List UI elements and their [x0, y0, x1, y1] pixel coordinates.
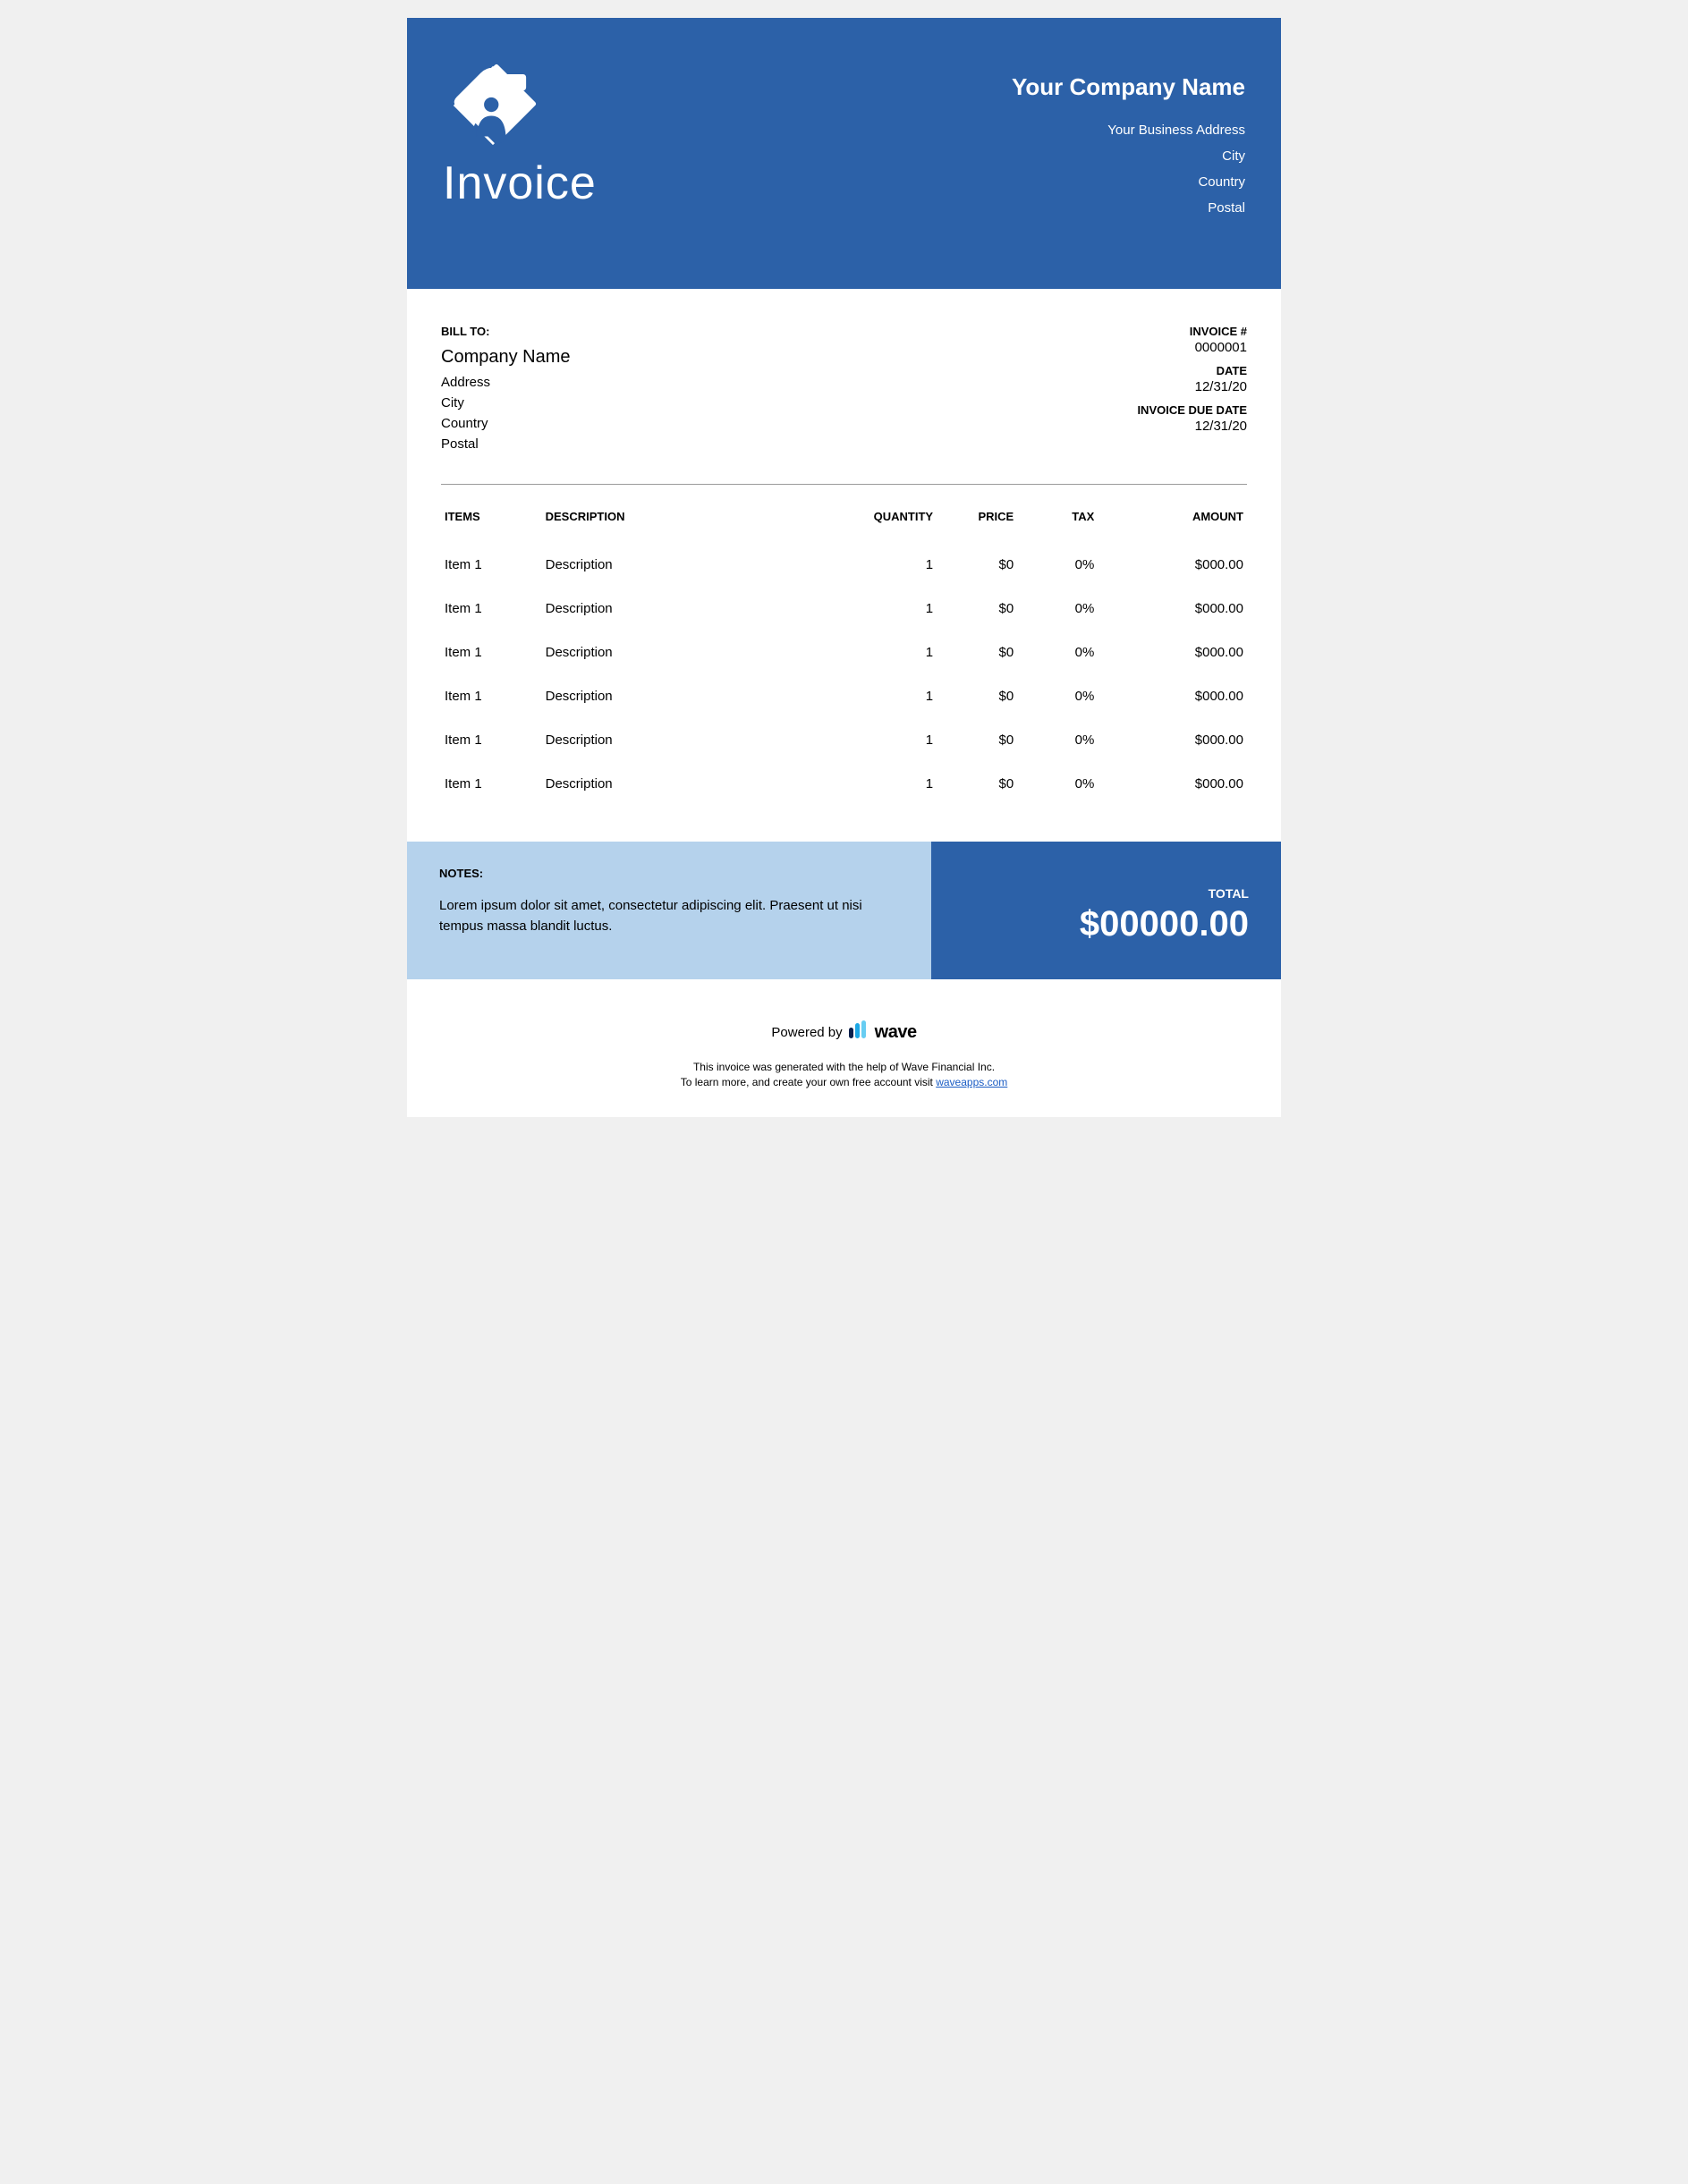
powered-by-text: Powered by: [771, 1025, 842, 1040]
cell-tax: 0%: [1017, 762, 1098, 806]
invoice-date: 12/31/20: [1137, 379, 1247, 394]
cell-item: Item 1: [441, 543, 542, 587]
col-tax-header: TAX: [1017, 501, 1098, 543]
invoice-due-date: 12/31/20: [1137, 419, 1247, 434]
table-separator: [441, 484, 1247, 485]
cell-price: $0: [937, 718, 1017, 762]
items-table-wrap: ITEMS DESCRIPTION QUANTITY PRICE TAX AMO…: [407, 484, 1281, 806]
bottom-strip: NOTES: Lorem ipsum dolor sit amet, conse…: [407, 842, 1281, 979]
invoice-number-label: INVOICE #: [1137, 325, 1247, 338]
cell-description: Description: [542, 631, 840, 674]
cell-item: Item 1: [441, 718, 542, 762]
powered-by-line: Powered by wave: [771, 1020, 916, 1044]
wave-logo-icon: [848, 1020, 869, 1044]
footer-link[interactable]: waveapps.com: [936, 1076, 1007, 1088]
bill-to-address: Address: [441, 375, 571, 390]
col-description-header: DESCRIPTION: [542, 501, 840, 543]
footer-line-2: To learn more, and create your own free …: [425, 1075, 1263, 1090]
invoice-number: 0000001: [1137, 340, 1247, 355]
notes-block: NOTES: Lorem ipsum dolor sit amet, conse…: [407, 842, 931, 979]
total-label: TOTAL: [1209, 886, 1249, 901]
company-postal: Postal: [1012, 200, 1245, 216]
company-city: City: [1012, 148, 1245, 164]
cell-description: Description: [542, 762, 840, 806]
cell-description: Description: [542, 587, 840, 631]
company-name: Your Company Name: [1012, 73, 1245, 101]
notes-text: Lorem ipsum dolor sit amet, consectetur …: [439, 896, 899, 936]
col-items-header: ITEMS: [441, 501, 542, 543]
cell-item: Item 1: [441, 762, 542, 806]
cell-price: $0: [937, 762, 1017, 806]
cell-amount: $000.00: [1098, 631, 1247, 674]
cell-quantity: 1: [840, 587, 937, 631]
bill-to-label: BILL TO:: [441, 325, 571, 338]
cell-tax: 0%: [1017, 718, 1098, 762]
notes-label: NOTES:: [439, 867, 899, 880]
cell-amount: $000.00: [1098, 587, 1247, 631]
invoice-header: Invoice Your Company Name Your Business …: [407, 18, 1281, 289]
table-row: Item 1Description1$00%$000.00: [441, 631, 1247, 674]
cell-quantity: 1: [840, 718, 937, 762]
company-logo-icon: [450, 63, 539, 153]
table-header-row: ITEMS DESCRIPTION QUANTITY PRICE TAX AMO…: [441, 501, 1247, 543]
col-price-header: PRICE: [937, 501, 1017, 543]
bill-to-company: Company Name: [441, 347, 571, 368]
cell-price: $0: [937, 587, 1017, 631]
cell-description: Description: [542, 543, 840, 587]
items-table: ITEMS DESCRIPTION QUANTITY PRICE TAX AMO…: [441, 501, 1247, 806]
invoice-due-label: INVOICE DUE DATE: [1137, 403, 1247, 417]
table-row: Item 1Description1$00%$000.00: [441, 718, 1247, 762]
cell-tax: 0%: [1017, 587, 1098, 631]
company-address: Your Business Address: [1012, 123, 1245, 138]
meta-section: BILL TO: Company Name Address City Count…: [407, 289, 1281, 475]
footer-line-1: This invoice was generated with the help…: [425, 1060, 1263, 1075]
cell-item: Item 1: [441, 674, 542, 718]
cell-item: Item 1: [441, 587, 542, 631]
bill-to-city: City: [441, 395, 571, 411]
invoice-date-label: DATE: [1137, 364, 1247, 377]
table-row: Item 1Description1$00%$000.00: [441, 762, 1247, 806]
bill-to-postal: Postal: [441, 436, 571, 452]
header-right: Your Company Name Your Business Address …: [1012, 63, 1245, 226]
col-amount-header: AMOUNT: [1098, 501, 1247, 543]
cell-quantity: 1: [840, 762, 937, 806]
bill-to-country: Country: [441, 416, 571, 431]
bill-to-block: BILL TO: Company Name Address City Count…: [441, 325, 571, 457]
cell-price: $0: [937, 543, 1017, 587]
col-quantity-header: QUANTITY: [840, 501, 937, 543]
cell-amount: $000.00: [1098, 674, 1247, 718]
cell-item: Item 1: [441, 631, 542, 674]
wave-brand-text: wave: [875, 1022, 917, 1043]
cell-amount: $000.00: [1098, 543, 1247, 587]
cell-amount: $000.00: [1098, 718, 1247, 762]
invoice-title: Invoice: [443, 157, 597, 210]
cell-quantity: 1: [840, 631, 937, 674]
cell-tax: 0%: [1017, 631, 1098, 674]
company-country: Country: [1012, 174, 1245, 190]
table-row: Item 1Description1$00%$000.00: [441, 543, 1247, 587]
invoice-page: Invoice Your Company Name Your Business …: [407, 18, 1281, 1117]
total-amount: $00000.00: [1080, 904, 1249, 944]
table-row: Item 1Description1$00%$000.00: [441, 674, 1247, 718]
cell-tax: 0%: [1017, 674, 1098, 718]
cell-description: Description: [542, 674, 840, 718]
cell-price: $0: [937, 674, 1017, 718]
cell-amount: $000.00: [1098, 762, 1247, 806]
total-block: TOTAL $00000.00: [931, 842, 1281, 979]
table-row: Item 1Description1$00%$000.00: [441, 587, 1247, 631]
header-left: Invoice: [443, 63, 597, 210]
cell-description: Description: [542, 718, 840, 762]
invoice-meta-block: INVOICE # 0000001 DATE 12/31/20 INVOICE …: [1137, 325, 1247, 457]
cell-tax: 0%: [1017, 543, 1098, 587]
cell-quantity: 1: [840, 674, 937, 718]
footer-line-2-prefix: To learn more, and create your own free …: [681, 1076, 936, 1088]
cell-price: $0: [937, 631, 1017, 674]
cell-quantity: 1: [840, 543, 937, 587]
footer: Powered by wave This invoice was generat…: [407, 979, 1281, 1117]
